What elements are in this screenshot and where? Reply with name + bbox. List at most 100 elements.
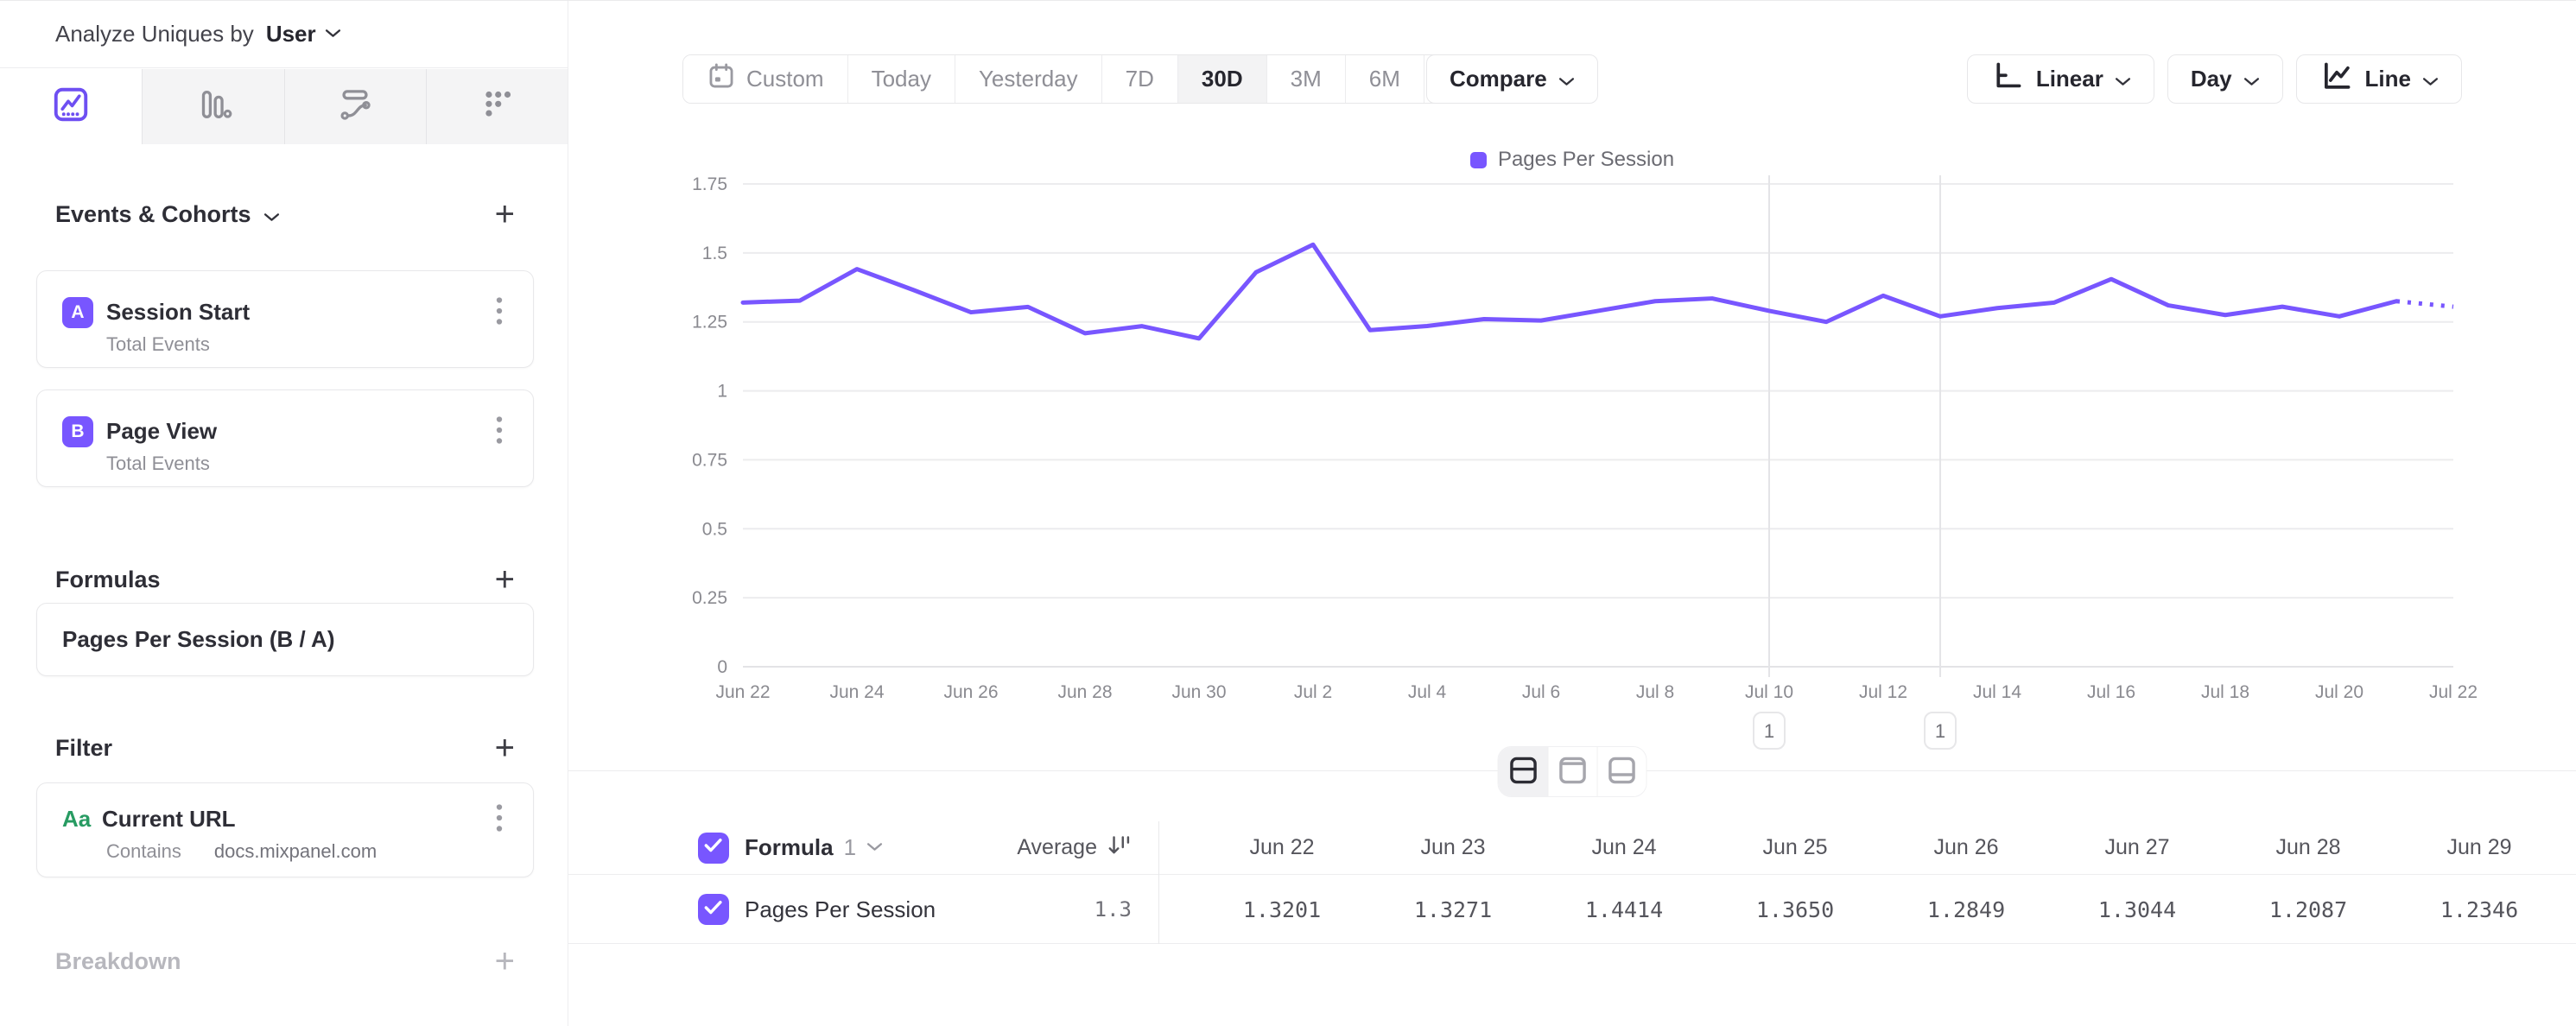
- table-column-divider: [1158, 821, 1159, 944]
- value-cell-jun-25: 1.3650: [1755, 896, 1835, 922]
- calendar-icon: [707, 61, 736, 97]
- value-cell-jun-23: 1.3271: [1413, 896, 1493, 922]
- filter-condition[interactable]: Contains docs.mixpanel.com: [106, 840, 377, 863]
- range-6m[interactable]: 6M: [1344, 55, 1424, 103]
- value-cell-jun-22: 1.3201: [1242, 896, 1322, 922]
- x-tick-label: Jul 12: [1859, 682, 1907, 702]
- x-tick-label: Jun 22: [715, 682, 770, 702]
- event-options-button[interactable]: [486, 411, 512, 452]
- event-title: Session Start: [106, 299, 251, 325]
- event-card-session-start[interactable]: A Session Start Total Events: [36, 270, 534, 368]
- scale-selector-button[interactable]: Linear: [1966, 54, 2154, 104]
- add-filter-button[interactable]: +: [494, 729, 515, 767]
- column-header-jun-28[interactable]: Jun 28: [2275, 835, 2341, 859]
- event-card-page-view[interactable]: B Page View Total Events: [36, 390, 534, 487]
- legend-swatch: [1469, 151, 1487, 168]
- annotation-badge[interactable]: [1753, 712, 1786, 750]
- x-tick-label: Jul 2: [1294, 682, 1332, 702]
- kebab-icon: [493, 416, 505, 448]
- flows-icon: [335, 85, 375, 129]
- column-header-jun-27[interactable]: Jun 27: [2104, 835, 2170, 859]
- range-30d[interactable]: 30D: [1177, 55, 1266, 103]
- x-tick-label: Jun 26: [943, 682, 998, 702]
- chevron-down-icon[interactable]: [263, 201, 280, 228]
- range-label: 3M: [1290, 66, 1322, 92]
- tab-bar-chart[interactable]: [141, 69, 284, 144]
- tab-grid-dots[interactable]: [426, 69, 568, 144]
- series-checkbox[interactable]: [698, 894, 729, 925]
- line-chart-icon: [2319, 59, 2354, 99]
- chart-legend[interactable]: Pages Per Session: [568, 148, 2576, 172]
- filter-options-button[interactable]: [486, 799, 512, 839]
- add-event-button[interactable]: +: [494, 195, 515, 233]
- annotation-badge[interactable]: [1924, 712, 1957, 750]
- event-options-button[interactable]: [486, 292, 512, 332]
- table-header-row: Formula 1 Average Jun 22 Jun 23 Jun 24 Jun …: [568, 821, 2576, 875]
- text-property-icon: Aa: [62, 806, 92, 832]
- range-7d[interactable]: 7D: [1101, 55, 1177, 103]
- layout-split-button[interactable]: [1498, 747, 1548, 796]
- formula-dropdown[interactable]: Formula 1: [745, 821, 883, 874]
- chart-toolbar: CustomTodayYesterday7D30D3M6M12M Compare…: [568, 1, 2576, 113]
- column-header-jun-29[interactable]: Jun 29: [2446, 835, 2512, 859]
- range-label: Yesterday: [978, 66, 1078, 92]
- chevron-down-icon: [866, 840, 883, 856]
- scale-label: Linear: [2035, 66, 2103, 92]
- event-counting-method[interactable]: Total Events: [106, 453, 210, 474]
- column-header-jun-23[interactable]: Jun 23: [1420, 835, 1486, 859]
- layout-bottom-button[interactable]: [1596, 747, 1646, 796]
- date-column-headers: Jun 22 Jun 23 Jun 24 Jun 25 Jun 26 Jun 27 Jun …: [1196, 821, 2565, 874]
- average-value-cell: 1.3: [959, 876, 1132, 943]
- formula-card[interactable]: Pages Per Session (B / A): [36, 603, 534, 676]
- layout-bottom-icon: [1605, 753, 1640, 790]
- filter-card-current-url[interactable]: Aa Current URL Contains docs.mixpanel.com: [36, 782, 534, 877]
- chart-display-controls: Linear Day Line: [1966, 54, 2462, 104]
- range-custom[interactable]: Custom: [683, 55, 847, 103]
- range-today[interactable]: Today: [847, 55, 955, 103]
- kebab-icon: [493, 297, 505, 329]
- series-line[interactable]: [740, 242, 2399, 341]
- series-row-label: Pages Per Session: [745, 896, 936, 922]
- add-breakdown-button[interactable]: +: [494, 942, 515, 980]
- column-header-jun-24[interactable]: Jun 24: [1591, 835, 1657, 859]
- value-cell-jun-27: 1.3044: [2097, 896, 2177, 922]
- check-icon: [704, 838, 723, 858]
- x-tick-label: Jul 10: [1745, 682, 1793, 702]
- value-cell-jun-28: 1.2087: [2268, 896, 2348, 922]
- add-formula-button[interactable]: +: [494, 560, 515, 598]
- event-letter-badge: A: [62, 296, 93, 328]
- range-3m[interactable]: 3M: [1266, 55, 1345, 103]
- breakdown-label: Breakdown: [55, 947, 181, 974]
- average-label: Average: [1017, 835, 1097, 859]
- analyze-by-dropdown[interactable]: User: [266, 21, 341, 48]
- y-tick-label: 0.5: [702, 519, 727, 539]
- filter-property-name: Current URL: [102, 806, 236, 832]
- chart-type-selector-button[interactable]: Line: [2295, 54, 2462, 104]
- event-letter-badge: B: [62, 415, 93, 447]
- daily-value-cells: 1.3201 1.3271 1.4414 1.3650 1.2849 1.3044 1.20…: [1196, 876, 2565, 943]
- formula-expression: Pages Per Session (B / A): [62, 626, 335, 652]
- interval-selector-button[interactable]: Day: [2167, 54, 2283, 104]
- analyze-row: Analyze Uniques by User: [0, 1, 568, 68]
- x-tick-label: Jul 4: [1408, 682, 1447, 702]
- select-all-checkbox[interactable]: [698, 832, 729, 864]
- analyze-label: Analyze Uniques by: [55, 21, 254, 47]
- compare-button[interactable]: Compare: [1426, 54, 1598, 104]
- filter-value: docs.mixpanel.com: [213, 840, 378, 862]
- interval-label: Day: [2190, 66, 2232, 92]
- average-column-header[interactable]: Average: [959, 821, 1132, 874]
- y-tick-label: 1.75: [692, 174, 727, 194]
- event-counting-method[interactable]: Total Events: [106, 333, 210, 355]
- column-header-jun-25[interactable]: Jun 25: [1762, 835, 1828, 859]
- column-header-jun-22[interactable]: Jun 22: [1249, 835, 1315, 859]
- formulas-header: Formulas +: [55, 560, 515, 598]
- compare-label: Compare: [1450, 66, 1547, 92]
- events-cohorts-header: Events & Cohorts +: [55, 195, 515, 233]
- formula-header-label: Formula: [745, 834, 834, 860]
- annotation-count: 1: [1764, 720, 1774, 742]
- range-yesterday[interactable]: Yesterday: [954, 55, 1101, 103]
- layout-top-button[interactable]: [1547, 747, 1597, 796]
- tab-flows[interactable]: [283, 69, 427, 144]
- tab-insights-line[interactable]: [0, 69, 142, 144]
- column-header-jun-26[interactable]: Jun 26: [1933, 835, 1999, 859]
